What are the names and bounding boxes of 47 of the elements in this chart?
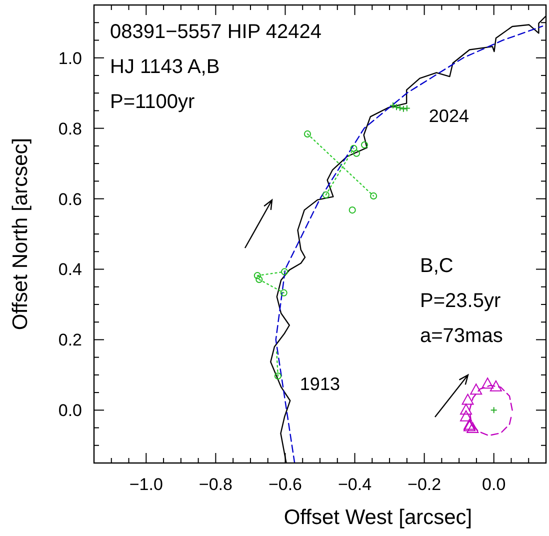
point — [304, 130, 312, 138]
y-tick-label: 0.8 — [58, 119, 82, 138]
point — [403, 104, 410, 112]
y-tick-label: 0.6 — [58, 190, 82, 209]
point — [466, 422, 479, 433]
y-tick-label: 0.0 — [58, 401, 82, 420]
annotation: B,C — [420, 255, 454, 277]
y-axis-title: Offset North [arcsec] — [9, 138, 32, 330]
annotation: 2024 — [428, 106, 469, 126]
point — [352, 150, 360, 157]
point — [390, 102, 397, 109]
point — [348, 206, 356, 214]
point — [360, 141, 368, 148]
annotation: 1913 — [300, 374, 340, 394]
point — [256, 276, 263, 283]
point — [462, 394, 474, 405]
point — [490, 406, 498, 414]
annotation: P=23.5yr — [420, 290, 501, 312]
y-tick-label: 1.0 — [58, 48, 82, 68]
point — [460, 410, 472, 422]
point — [322, 191, 330, 198]
point — [281, 268, 288, 276]
x-tick-label: −0.4 — [338, 475, 372, 494]
y-tick-label: 0.4 — [58, 260, 82, 280]
point — [350, 144, 358, 152]
point — [460, 404, 472, 415]
point — [280, 289, 288, 296]
point — [370, 192, 378, 200]
point — [400, 105, 407, 112]
x-tick-label: −0.8 — [198, 475, 232, 494]
point — [490, 380, 502, 392]
annotation: HJ 1143 A,B — [110, 56, 220, 78]
annotation: 08391−5557 HIP 42424 — [110, 21, 322, 43]
point — [396, 104, 404, 112]
x-axis-title: Offset West [arcsec] — [284, 506, 472, 529]
x-tick-label: −0.2 — [408, 475, 442, 494]
y-tick-label: 0.2 — [58, 330, 82, 350]
x-tick-label: −1.0 — [129, 475, 163, 494]
point — [274, 372, 282, 380]
x-tick-label: 0.0 — [482, 475, 506, 494]
x-tick-label: −0.6 — [268, 475, 302, 494]
point — [482, 378, 494, 389]
annotation: P=1100yr — [110, 91, 196, 113]
annotation: a=73mas — [420, 325, 503, 347]
point — [254, 272, 261, 280]
point — [392, 104, 400, 111]
point — [470, 384, 482, 395]
